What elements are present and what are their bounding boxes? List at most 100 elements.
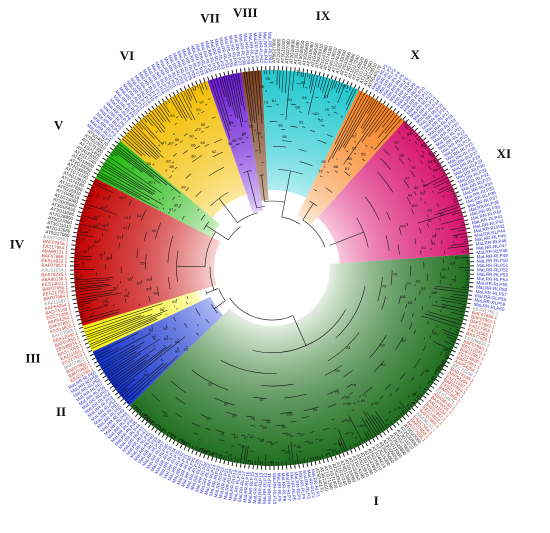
bootstrap-label: 78: [227, 452, 232, 457]
bootstrap-label: 53: [163, 413, 168, 418]
bootstrap-label: 75: [411, 165, 416, 170]
branch: [442, 329, 459, 336]
tip-tick: [338, 77, 341, 82]
branch: [183, 90, 193, 109]
branch: [225, 456, 227, 461]
tip-tick: [75, 314, 80, 317]
branch: [152, 163, 155, 166]
tip-label: AT1G74180: [322, 45, 333, 70]
branch: [97, 173, 141, 198]
tip-labels: AT5G27060 AT2G32680AT3G11010AT5G27060AT2G…: [41, 32, 508, 505]
tip-label: MaLRR-RLP41: [471, 214, 503, 226]
tip-tick: [93, 361, 98, 364]
clade-sector: [82, 290, 202, 352]
branch: [421, 315, 461, 329]
tip-tick: [453, 346, 458, 349]
tip-label: BAF07860.1: [472, 310, 498, 321]
branch: [219, 77, 226, 98]
branch: [162, 102, 170, 113]
branch: [413, 358, 421, 369]
tip-tick: [195, 80, 198, 85]
bootstrap-label: 73: [318, 169, 323, 174]
branch: [223, 455, 225, 461]
bootstrap-label: 90: [152, 228, 157, 233]
branch: [207, 450, 211, 452]
tip-tick: [382, 100, 386, 105]
tip-tick: [298, 464, 300, 469]
bootstrap-label: 90: [449, 261, 454, 266]
tip-label: MaLRR-RLP12: [262, 472, 268, 504]
branch: [409, 322, 413, 330]
tip-tick: [462, 322, 467, 325]
branch: [248, 71, 256, 124]
branch: [344, 171, 351, 177]
branch: [346, 85, 349, 90]
tip-label: MaLRR-RLP57: [475, 289, 507, 298]
branch: [107, 359, 135, 379]
tip-tick: [227, 70, 230, 75]
branch: [407, 406, 411, 410]
branch: [332, 94, 368, 159]
branch: [323, 166, 326, 168]
tip-label: AT3G23010: [319, 466, 330, 491]
branch: [192, 86, 195, 91]
bootstrap-label: 68: [425, 368, 430, 373]
branch: [398, 131, 401, 134]
tip-label: AT5G27060: [45, 229, 70, 238]
tip-label: MaLRR-RLP9: [276, 473, 282, 502]
branch: [97, 333, 151, 362]
bootstrap-label: 87: [442, 304, 447, 309]
branch: [74, 277, 114, 281]
branch: [150, 285, 152, 290]
bootstrap-label: 52: [421, 245, 426, 250]
branch: [423, 189, 426, 193]
branch: [368, 108, 390, 137]
branch: [381, 296, 387, 310]
branch: [201, 131, 204, 133]
branch: [81, 311, 120, 323]
branch: [348, 392, 353, 395]
branch: [387, 423, 391, 428]
branch: [349, 445, 352, 450]
bootstrap-label: 85: [147, 417, 152, 422]
tip-tick: [466, 231, 471, 234]
tip-tick: [172, 91, 176, 96]
branch: [187, 88, 193, 99]
branch: [84, 203, 118, 215]
branch: [134, 408, 139, 412]
branch: [209, 266, 215, 291]
branch: [143, 413, 147, 416]
branch: [243, 71, 255, 143]
branch: [160, 428, 164, 432]
branch: [83, 206, 91, 210]
tip-tick: [446, 361, 451, 364]
branch: [319, 76, 325, 91]
branch: [167, 235, 174, 264]
branch: [425, 146, 429, 150]
bootstrap-label: 70: [314, 111, 319, 116]
bootstrap-label: 78: [250, 416, 255, 421]
branch: [445, 352, 447, 355]
tip-label: MaLRR-RLP13: [257, 472, 264, 504]
branch: [202, 449, 205, 454]
branch: [460, 221, 465, 224]
bootstrap-label: 82: [416, 278, 421, 283]
tip-tick: [433, 150, 437, 154]
branch: [182, 441, 185, 445]
tip-tick: [310, 69, 313, 74]
branch: [171, 189, 173, 191]
tip-tick: [219, 72, 222, 77]
bootstrap-label: 89: [421, 143, 426, 148]
branch: [441, 362, 446, 365]
branch: [354, 436, 358, 439]
tip-tick: [350, 449, 353, 454]
tip-tick: [199, 79, 202, 84]
branch: [403, 179, 410, 189]
bootstrap-label: 71: [349, 430, 354, 435]
branch: [427, 214, 429, 218]
branch: [366, 411, 382, 434]
branch: [336, 158, 338, 160]
branch: [172, 133, 175, 135]
branch: [444, 356, 448, 360]
branch: [461, 286, 470, 289]
